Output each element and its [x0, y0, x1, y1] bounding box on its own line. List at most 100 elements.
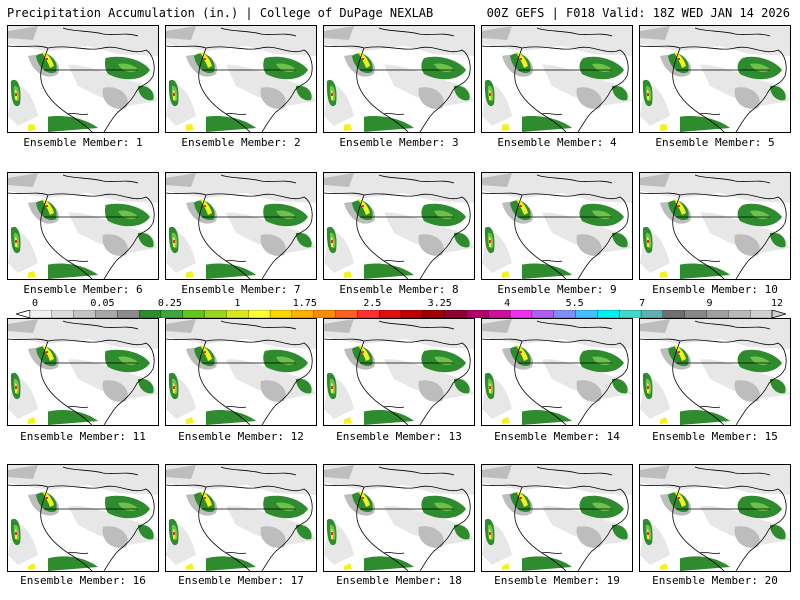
precip-orange-red — [331, 351, 364, 389]
precip-green — [326, 492, 470, 571]
continent-outline — [166, 466, 313, 571]
precip-map — [482, 26, 632, 132]
continent-outline — [640, 320, 787, 425]
colorbar-swatch — [182, 310, 206, 318]
ensemble-member-map — [481, 172, 633, 280]
continent-outline — [482, 27, 629, 132]
ensemble-member-map — [165, 464, 317, 572]
colorbar-swatch — [248, 310, 271, 318]
ensemble-member-map — [481, 464, 633, 572]
model-valid-time: 00Z GEFS | F018 Valid: 18Z WED JAN 14 20… — [486, 6, 790, 20]
precip-map — [166, 173, 316, 279]
colorbar-tick-label: 5.5 — [565, 298, 584, 309]
colorbar-min-arrow — [16, 310, 31, 318]
colorbar-swatch — [160, 310, 184, 318]
header: Precipitation Accumulation (in.) | Colle… — [0, 0, 800, 22]
colorbar-swatch — [750, 310, 773, 318]
precip-orange-red — [173, 497, 206, 535]
ensemble-member-map — [165, 318, 317, 426]
precip-orange-red — [15, 205, 48, 243]
precip-orange-red — [489, 58, 522, 96]
ensemble-member-label: Ensemble Member: 7 — [181, 283, 301, 296]
colorbar-tick-label: 1 — [234, 298, 241, 309]
colorbar-tick-label: 2.5 — [363, 298, 382, 309]
ensemble-member-label: Ensemble Member: 12 — [178, 430, 304, 443]
colorbar-swatch — [684, 310, 707, 318]
colorbar-swatch — [575, 310, 598, 318]
precip-orange-red — [647, 497, 680, 535]
precip-map — [640, 319, 790, 425]
continent-outline — [640, 27, 787, 132]
continent-outline — [640, 174, 787, 279]
ensemble-member-label: Ensemble Member: 8 — [339, 283, 459, 296]
ensemble-member-map — [7, 172, 159, 280]
precip-orange-red — [647, 58, 680, 96]
colorbar-swatch — [95, 310, 118, 318]
precip-green — [642, 492, 786, 571]
colorbar-legend: 0 0.05 0.25 1 1.75 2.5 3.25 4 5.5 7 9 12 — [16, 298, 786, 322]
ensemble-member-label: Ensemble Member: 15 — [652, 430, 778, 443]
precip-map — [324, 465, 474, 571]
ensemble-member-label: Ensemble Member: 17 — [178, 574, 304, 587]
colorbar-tick-label: 9 — [706, 298, 713, 309]
ensemble-member-map — [639, 25, 791, 133]
precip-orange-red — [173, 205, 206, 243]
continent-outline — [324, 174, 471, 279]
ensemble-member-label: Ensemble Member: 2 — [181, 136, 301, 149]
precip-orange-red — [489, 351, 522, 389]
ensemble-member-label: Ensemble Member: 5 — [655, 136, 775, 149]
colorbar-tick-label: 0.05 — [90, 298, 115, 309]
colorbar-tick-label: 12 — [770, 298, 784, 309]
precip-map — [640, 465, 790, 571]
colorbar-swatch — [619, 310, 642, 318]
precip-orange-red — [647, 205, 680, 243]
ensemble-member-map — [165, 172, 317, 280]
ensemble-member-label: Ensemble Member: 4 — [497, 136, 617, 149]
colorbar-swatch — [29, 310, 53, 318]
ensemble-member-map — [481, 25, 633, 133]
ensemble-member-map — [7, 25, 159, 133]
ensemble-member-label: Ensemble Member: 11 — [20, 430, 146, 443]
precip-map — [8, 319, 158, 425]
colorbar-tick-label: 3.25 — [427, 298, 452, 309]
ensemble-member-label: Ensemble Member: 9 — [497, 283, 617, 296]
ensemble-member-map — [639, 464, 791, 572]
precip-green — [326, 53, 470, 132]
ensemble-member-label: Ensemble Member: 14 — [494, 430, 620, 443]
colorbar-swatch — [335, 310, 358, 318]
precip-map — [166, 465, 316, 571]
precip-map — [8, 26, 158, 132]
ensemble-member-map — [165, 25, 317, 133]
colorbar-swatch — [597, 310, 620, 318]
colorbar-swatch — [73, 310, 96, 318]
precip-map — [166, 26, 316, 132]
ensemble-member-label: Ensemble Member: 10 — [652, 283, 778, 296]
ensemble-member-label: Ensemble Member: 19 — [494, 574, 620, 587]
continent-outline — [8, 174, 155, 279]
ensemble-member-label: Ensemble Member: 18 — [336, 574, 462, 587]
precip-map — [640, 173, 790, 279]
continent-outline — [324, 320, 471, 425]
colorbar-swatch — [51, 310, 75, 318]
continent-outline — [324, 466, 471, 571]
colorbar-tick-label: 0.25 — [157, 298, 182, 309]
precip-map — [324, 173, 474, 279]
precip-orange-red — [331, 58, 364, 96]
continent-outline — [166, 27, 313, 132]
precip-map — [482, 173, 632, 279]
precip-orange-red — [489, 497, 522, 535]
ensemble-member-map — [7, 464, 159, 572]
continent-outline — [8, 320, 155, 425]
ensemble-member-map — [323, 172, 475, 280]
precip-map — [324, 319, 474, 425]
precip-map — [166, 319, 316, 425]
colorbar-swatches — [16, 310, 786, 318]
colorbar-swatch — [728, 310, 751, 318]
ensemble-member-label: Ensemble Member: 13 — [336, 430, 462, 443]
colorbar-swatch — [444, 310, 467, 318]
continent-outline — [8, 27, 155, 132]
precip-map — [324, 26, 474, 132]
colorbar-swatch — [117, 310, 140, 318]
colorbar-tick-label: 0 — [31, 298, 39, 309]
continent-outline — [482, 320, 629, 425]
